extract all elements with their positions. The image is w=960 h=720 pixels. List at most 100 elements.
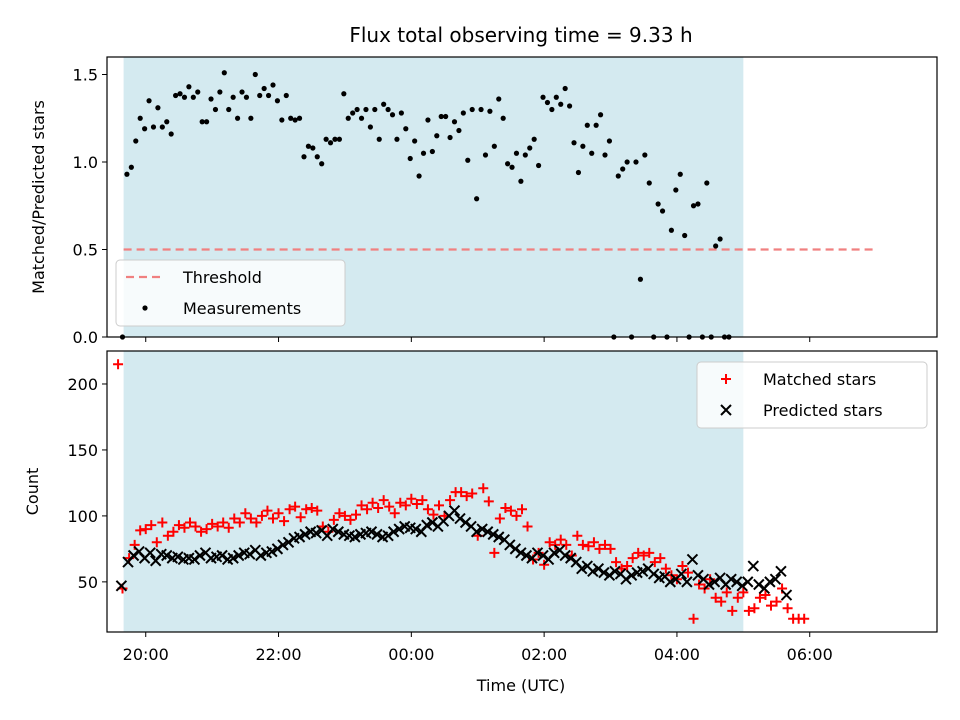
data-point [481,526,494,538]
data-point [576,562,588,575]
data-point [327,140,334,146]
data-point [600,539,610,550]
data-point [168,526,179,537]
data-point [627,553,638,564]
data-point [115,580,128,592]
data-point [301,504,312,515]
legend-matched-swatch [721,374,731,384]
data-point [327,523,339,535]
data-point [716,596,727,607]
data-point [190,94,196,100]
data-point [593,122,599,128]
data-point [476,523,488,535]
data-point [505,505,516,516]
data-point [478,483,489,494]
data-point [780,589,793,601]
legend-label: Threshold [182,268,262,287]
data-point [201,524,212,535]
data-point [527,145,533,151]
data-point [295,512,306,523]
data-point [589,150,595,156]
data-point [261,85,267,92]
y-tick-label: 100 [67,507,98,526]
data-point [515,547,527,559]
top-panel: 0.0 0.5 1.0 1.5 Matched/Predicted stars Thres… [29,56,938,347]
data-point [179,522,190,533]
data-point [467,488,478,499]
data-point [417,495,428,506]
data-point [351,509,361,520]
data-point [764,576,776,588]
data-point [262,505,273,516]
data-point [429,148,435,155]
data-point [382,529,394,542]
data-point [334,508,345,519]
data-point [454,512,466,525]
data-point [493,531,505,543]
data-point [609,565,621,578]
data-point [487,528,499,541]
data-point [204,119,210,125]
data-point [365,526,378,538]
data-point [727,605,738,616]
data-point [127,549,140,562]
data-point [345,115,351,121]
data-point [230,94,236,100]
x-tick-label: 20:00 [123,645,169,664]
data-point [274,98,281,104]
data-point [703,578,715,591]
data-point [683,567,693,578]
data-point [605,543,616,554]
data-point [710,592,721,603]
data-point [146,520,157,531]
data-point [195,89,201,95]
data-point [284,504,295,515]
chart-title: Flux total observing time = 9.33 h [349,23,692,47]
data-point [381,101,387,107]
data-point [144,547,156,559]
data-point [217,89,223,95]
data-point [549,106,555,113]
data-point [725,573,737,585]
data-point [682,232,688,239]
data-point [443,113,449,120]
data-point [655,201,661,207]
data-point [673,187,679,193]
data-point [625,569,638,581]
data-point [128,164,134,170]
data-point [747,560,760,572]
y-tick-label: 50 [78,573,98,592]
legend-box [696,361,928,429]
data-point [686,553,699,566]
data-point [341,91,347,97]
data-point [584,122,590,128]
data-point [356,500,367,511]
data-point [580,143,586,149]
data-point [232,549,245,562]
data-point [350,110,356,116]
data-point [428,509,439,520]
data-point [771,596,782,607]
data-point [638,550,649,561]
data-point [226,106,232,113]
data-point [736,580,748,592]
observing-window-shade [123,351,744,632]
data-point [394,136,400,142]
data-point [447,134,453,141]
data-point [500,502,511,513]
data-point [504,539,516,551]
data-point [188,553,201,566]
data-point [234,115,241,121]
data-point [403,126,409,132]
data-point [505,161,511,167]
data-point [487,108,493,114]
data-point [594,543,605,554]
data-point [387,526,400,538]
data-point [664,576,677,588]
legend-label: Predicted stars [763,401,883,420]
data-point [496,96,502,102]
data-point [310,527,322,539]
data-point [637,276,644,282]
data-point [536,162,542,169]
